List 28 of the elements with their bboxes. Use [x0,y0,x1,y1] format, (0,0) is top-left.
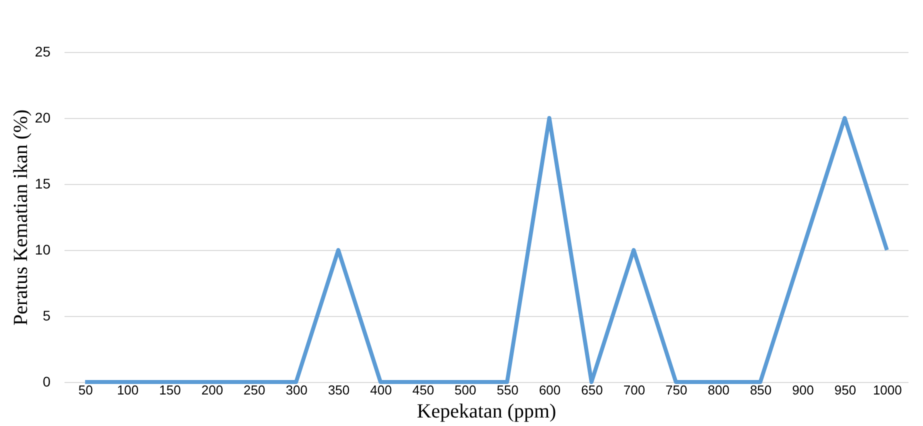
y-tick-label: 15 [34,176,51,192]
x-tick-label: 150 [159,382,181,398]
x-tick-label: 800 [708,382,730,398]
x-tick-label: 700 [623,382,646,398]
y-tick-label: 25 [34,44,51,60]
x-tick-label: 100 [116,382,139,398]
x-tick-label: 900 [792,382,814,398]
x-tick-label: 550 [496,382,518,398]
y-tick-label: 5 [42,308,51,324]
x-tick-label: 250 [244,382,266,398]
y-tick-label: 10 [34,242,51,258]
x-tick-label: 650 [581,382,603,398]
x-tick-label: 450 [412,382,434,398]
y-tick-label: 0 [42,374,51,390]
x-tick-label: 300 [286,382,308,398]
x-axis-title: Kepekatan (ppm) [416,400,556,422]
x-tick-label: 600 [538,382,561,398]
y-tick-label: 20 [34,110,51,126]
x-tick-label: 750 [666,382,688,398]
x-tick-label: 1000 [872,382,902,398]
x-tick-label: 50 [78,382,93,398]
x-tick-label: 850 [750,382,772,398]
x-tick-label: 350 [328,382,350,398]
x-tick-label: 950 [834,382,856,398]
x-tick-label: 500 [454,382,476,398]
x-tick-label: 200 [201,382,224,398]
x-tick-label: 400 [370,382,392,398]
y-axis-title: Peratus Kematian ikan (%) [10,109,32,326]
